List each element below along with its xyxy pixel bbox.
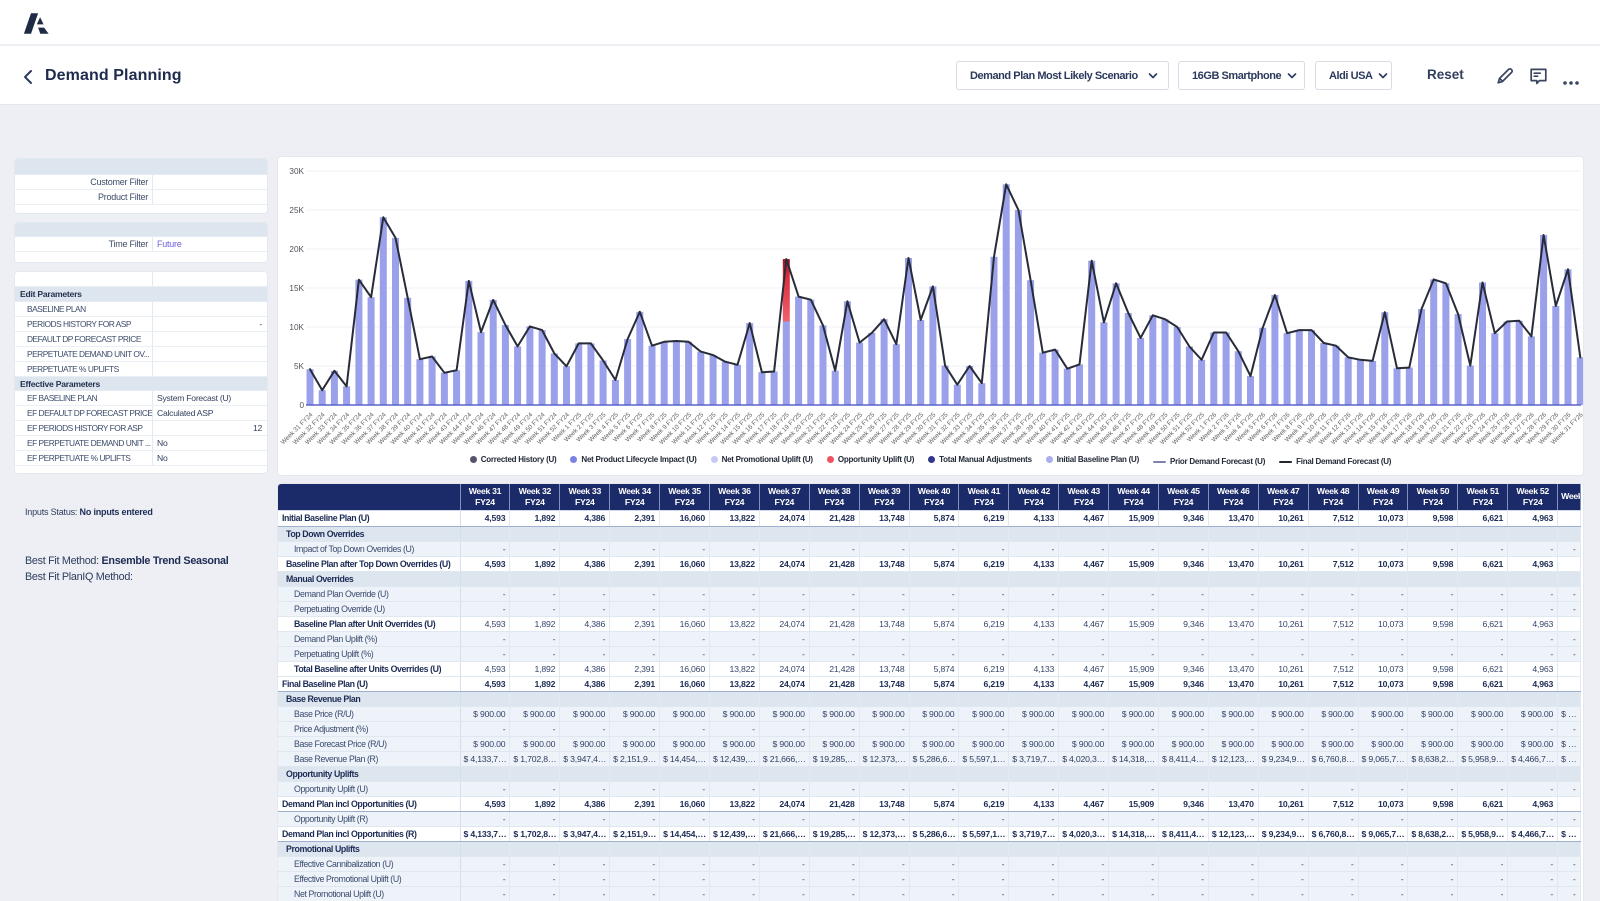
- svg-text:20K: 20K: [289, 245, 304, 254]
- svg-text:0: 0: [299, 401, 304, 410]
- svg-text:30K: 30K: [289, 167, 304, 176]
- svg-text:5K: 5K: [294, 362, 305, 371]
- svg-text:25K: 25K: [289, 206, 304, 215]
- svg-text:10K: 10K: [289, 323, 304, 332]
- svg-text:15K: 15K: [289, 284, 304, 293]
